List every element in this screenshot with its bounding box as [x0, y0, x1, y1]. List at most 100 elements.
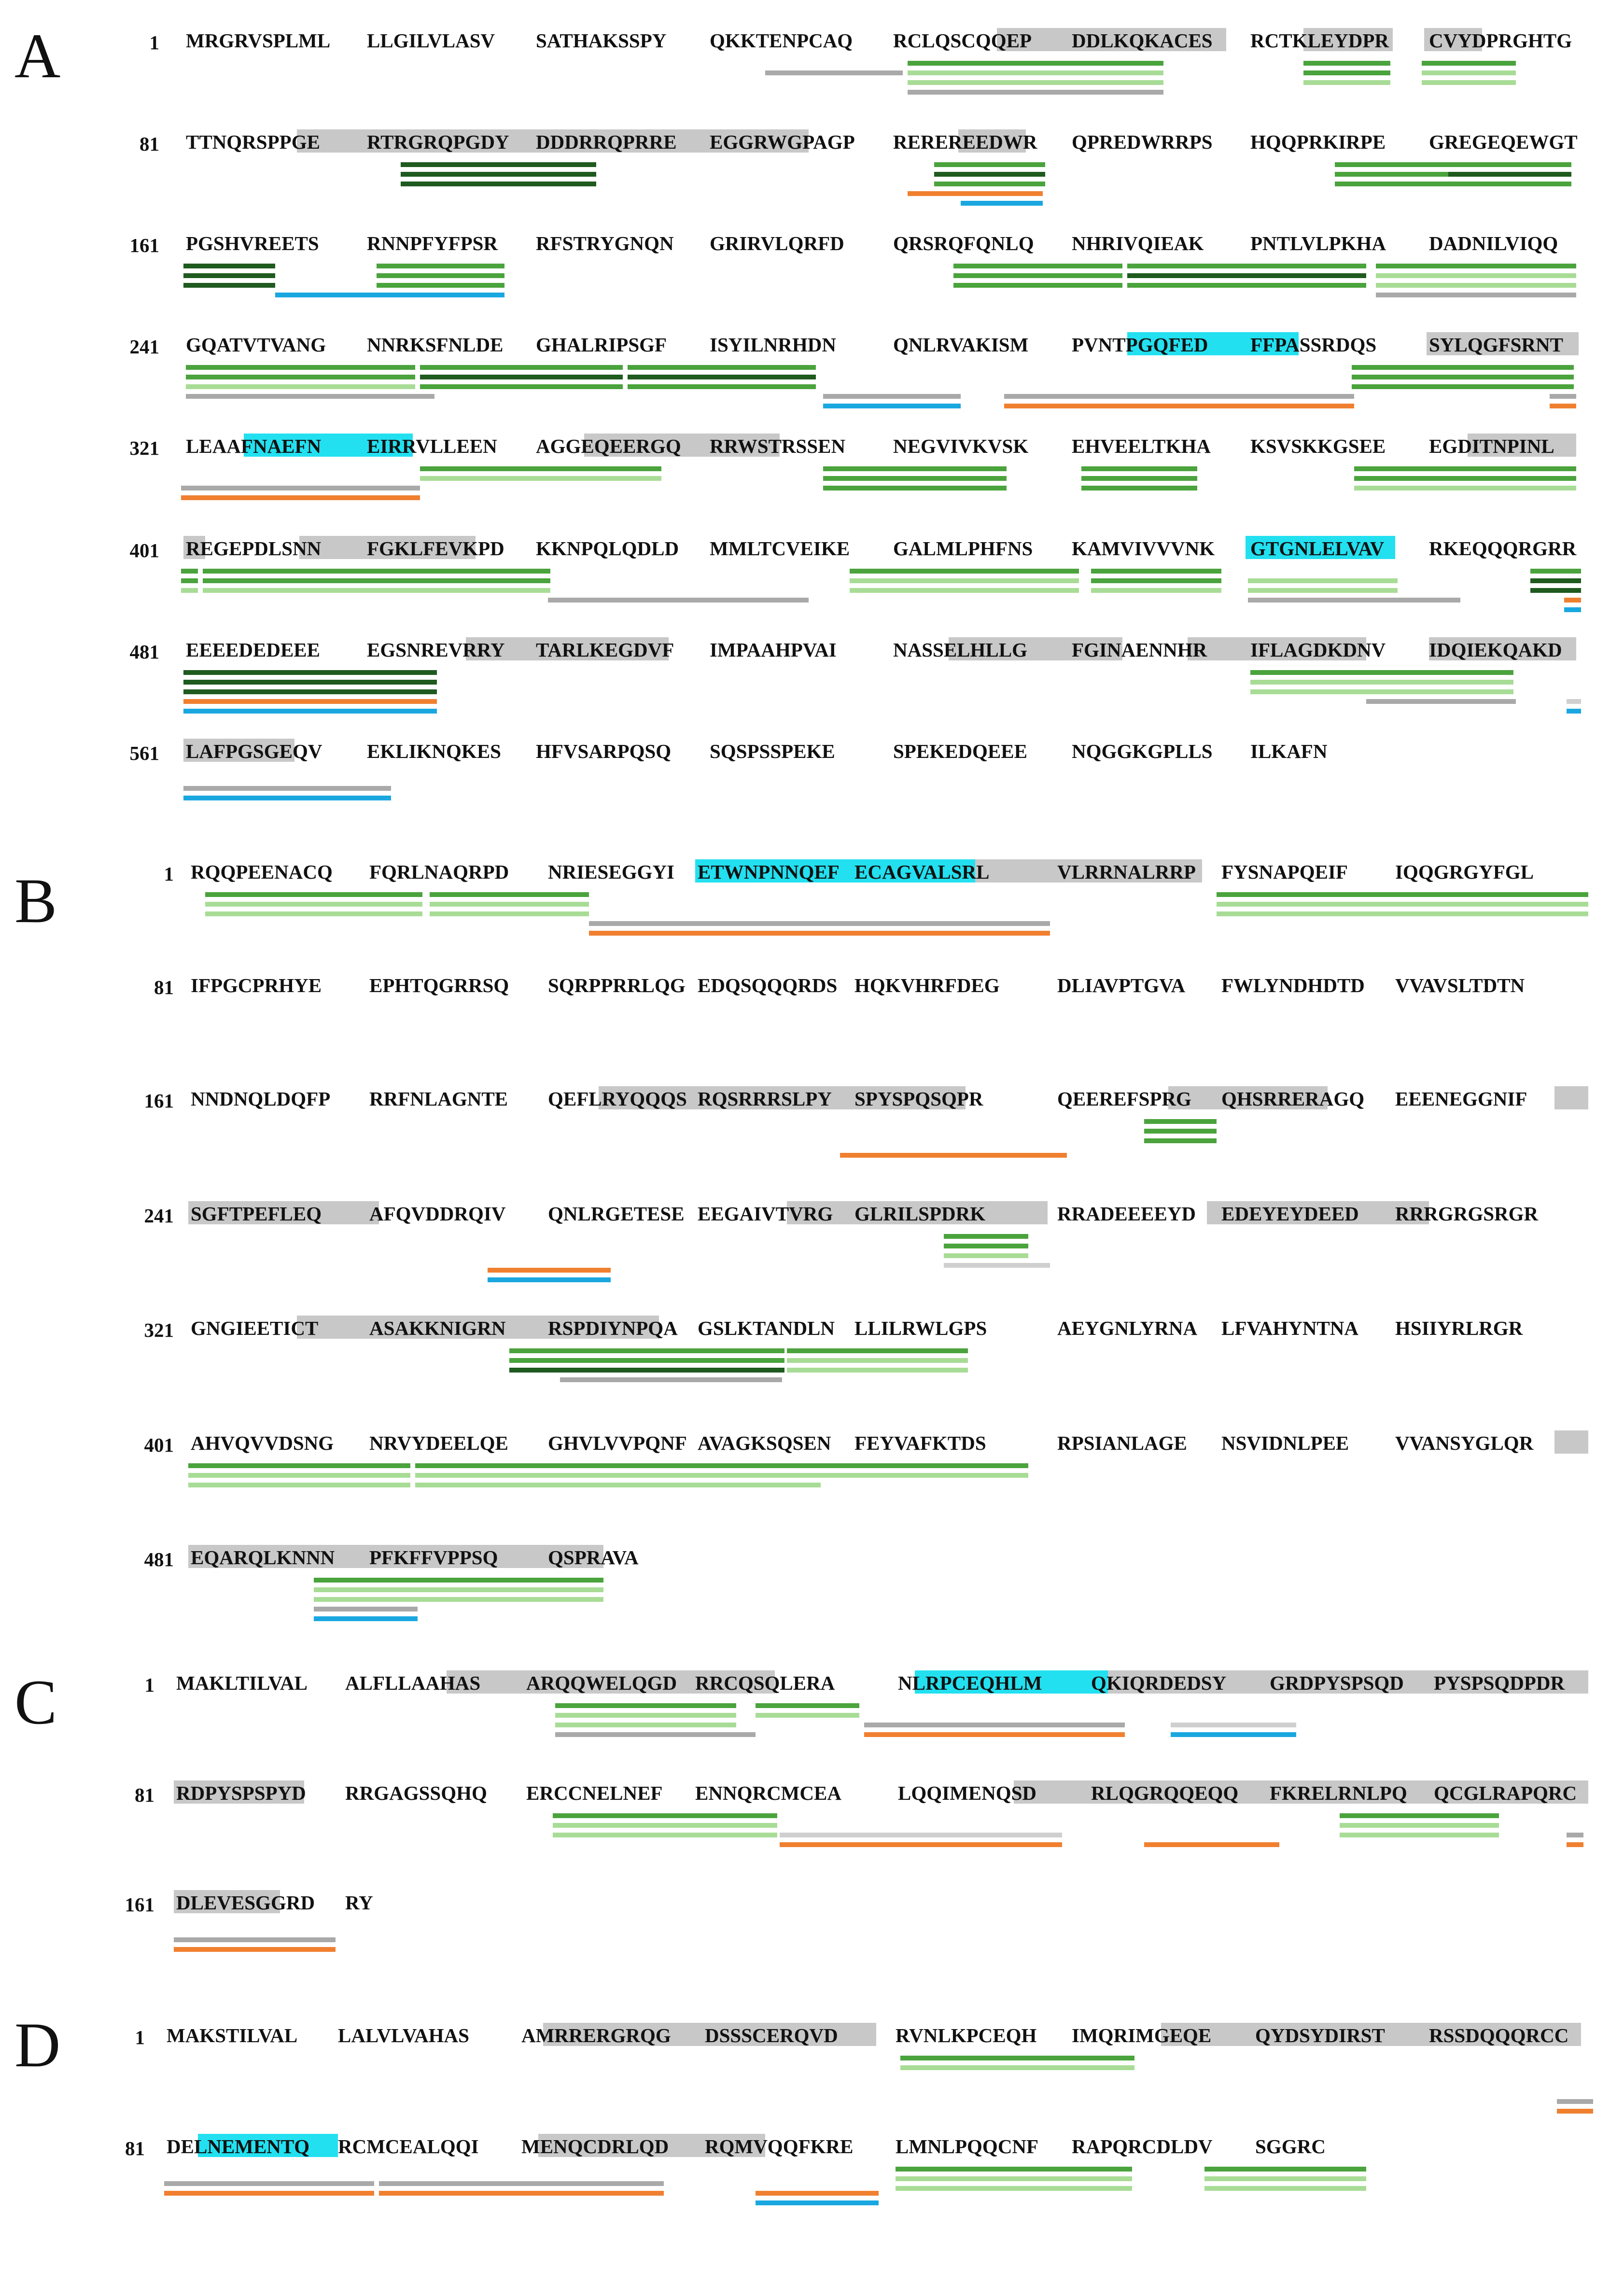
sequence-block: SQSPSSPEKE [710, 740, 835, 762]
sequence-block: EPHTQGRRSQ [369, 974, 509, 996]
region-highlight-gray [1468, 434, 1576, 457]
peptide-coverage-bar [401, 172, 596, 177]
peptide-coverage-bar [765, 70, 903, 75]
sequence-block: RCTKLEYDPR [1250, 29, 1389, 52]
peptide-coverage-bar [420, 466, 661, 471]
epitope-highlight-cyan [198, 2134, 338, 2157]
peptide-coverage-bar [203, 588, 403, 593]
peptide-coverage-bar [548, 598, 809, 603]
sequence-block: RKEQQQRGRR [1429, 537, 1577, 560]
residue-number: 321 [129, 437, 160, 459]
sequence-block: VVAVSLTDTN [1395, 974, 1525, 996]
peptide-coverage-bar [509, 1368, 784, 1373]
peptide-coverage-bar [1144, 1138, 1217, 1143]
sequence-block: SPEKEDQEEE [893, 740, 1027, 762]
sequence-block: DLIAVPTGVA [1057, 974, 1186, 996]
sequence-block: RDPYSPSPYD [176, 1782, 306, 1804]
sequence-block: RCMCEALQQI [338, 2135, 479, 2158]
region-highlight-gray [538, 2134, 765, 2157]
peptide-coverage-bar [314, 1607, 418, 1611]
peptide-coverage-bar [1352, 365, 1574, 370]
peptide-coverage-bar [1335, 182, 1571, 186]
peptide-coverage-bar [1376, 293, 1576, 297]
peptide-coverage-bar [1127, 273, 1366, 278]
peptide-coverage-bar [314, 1587, 603, 1592]
peptide-coverage-bar [823, 394, 961, 399]
peptide-coverage-bar [401, 182, 596, 186]
sequence-block: QRSRQFQNLQ [893, 232, 1034, 254]
sequence-block: AMRRERGRQG [521, 2024, 671, 2046]
epitope-highlight-cyan [915, 1670, 1108, 1694]
peptide-coverage-bar [1376, 283, 1576, 288]
peptide-coverage-bar [377, 264, 504, 268]
peptide-coverage-bar [1217, 892, 1588, 897]
sequence-block: TTNQRSPPGE [186, 131, 320, 153]
peptide-coverage-bar [275, 293, 504, 297]
sequence-block: DDLKQKACES [1072, 29, 1213, 52]
peptide-coverage-bar [1081, 466, 1197, 471]
sequence-block: ILKAFN [1250, 740, 1328, 762]
peptide-coverage-bar [430, 902, 589, 907]
peptide-coverage-bar [555, 1713, 736, 1718]
sequence-block: NLRPCEQHLM [898, 1672, 1042, 1694]
peptide-coverage-bar [780, 1833, 1062, 1837]
sequence-block: QCGLRAPQRC [1434, 1782, 1577, 1804]
peptide-coverage-bar [181, 495, 420, 500]
epitope-highlight-cyan [244, 434, 413, 457]
sequence-block: NHRIVQIEAK [1072, 232, 1204, 254]
residue-number: 81 [140, 133, 159, 155]
peptide-coverage-bar [1550, 404, 1576, 408]
peptide-coverage-bar [1557, 2109, 1593, 2114]
peptide-coverage-bar [203, 578, 403, 583]
peptide-coverage-bar [1567, 1842, 1583, 1847]
peptide-coverage-bar [953, 273, 1122, 278]
peptide-coverage-bar [1340, 1833, 1499, 1837]
region-highlight-gray [1303, 28, 1393, 51]
sequence-block: DELNEMENTQ [167, 2135, 310, 2158]
sequence-block: RY [345, 1892, 373, 1914]
peptide-coverage-bar [403, 569, 550, 574]
sequence-block: TARLKEGDVF [536, 639, 674, 661]
sequence-block: EEEEDEDEEE [186, 639, 320, 661]
peptide-coverage-bar [944, 1234, 1028, 1239]
peptide-coverage-bar [555, 1703, 736, 1708]
sequence-block: PFKFFVPPSQ [369, 1546, 498, 1569]
peptide-coverage-bar [589, 931, 1050, 936]
peptide-coverage-bar [628, 375, 816, 379]
sequence-block: IFPGCPRHYE [191, 974, 322, 996]
residue-number: 161 [129, 234, 160, 256]
peptide-coverage-bar [1354, 486, 1576, 490]
region-highlight-gray [1207, 1201, 1429, 1224]
peptide-coverage-bar [181, 578, 198, 583]
region-highlight-gray [297, 129, 635, 153]
peptide-coverage-bar [1091, 588, 1221, 593]
peptide-coverage-bar [401, 162, 596, 167]
sequence-block: EQARQLKNNN [191, 1546, 335, 1569]
sequence-block: RRFNLAGNTE [369, 1088, 508, 1110]
sequence-block: LQQIMENQSD [898, 1782, 1037, 1804]
residue-number: 161 [125, 1893, 155, 1916]
peptide-coverage-bar [186, 394, 434, 399]
sequence-block: QPREDWRRPS [1072, 131, 1213, 153]
sequence-block: GSLKTANDLN [698, 1317, 835, 1339]
peptide-coverage-bar [1081, 486, 1197, 490]
residue-number: 1 [144, 1674, 155, 1696]
sequence-block: LFVAHYNTNA [1221, 1317, 1358, 1339]
peptide-coverage-bar [1250, 680, 1513, 685]
peptide-coverage-bar [314, 1616, 418, 1621]
sequence-block: KAMVIVVVNK [1072, 537, 1215, 560]
residue-number: 81 [125, 2137, 145, 2159]
sequence-block: EDEYEYDEED [1221, 1203, 1359, 1225]
peptide-coverage-bar [1303, 61, 1390, 66]
peptide-coverage-bar [314, 1597, 603, 1602]
sequence-block: ALFLLAAHAS [345, 1672, 481, 1694]
sequence-block: GLRILSPDRK [854, 1203, 986, 1225]
peptide-coverage-bar [1422, 70, 1516, 75]
peptide-coverage-bar [823, 476, 1007, 481]
epitope-highlight-cyan [1127, 332, 1299, 355]
sequence-block: IDQIEKQAKD [1429, 639, 1562, 661]
peptide-coverage-bar [379, 2191, 664, 2196]
peptide-coverage-bar [183, 796, 391, 800]
peptide-coverage-bar [896, 2167, 1132, 2172]
